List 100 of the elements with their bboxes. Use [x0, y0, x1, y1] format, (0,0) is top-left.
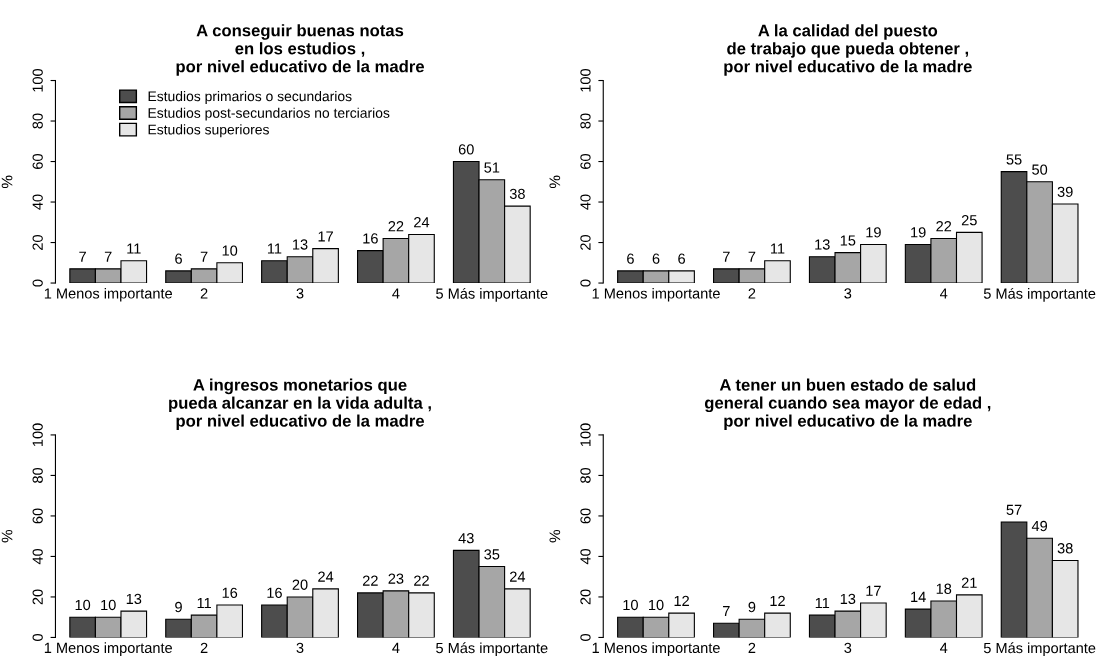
- legend-label: Estudios primarios o secundarios: [148, 91, 352, 104]
- data-label: 22: [362, 575, 378, 586]
- data-label: 22: [414, 575, 429, 586]
- y-tick-label: 100: [32, 68, 43, 92]
- x-tick-label: 3: [296, 288, 304, 299]
- y-tick-label: 40: [580, 194, 591, 210]
- data-label: 12: [674, 595, 689, 606]
- data-label: 11: [815, 597, 830, 608]
- data-label: 16: [363, 233, 378, 244]
- chart-title: A conseguir buenas notas en los estudios , por nivel educativo de la madre: [176, 24, 425, 76]
- data-label: 6: [678, 253, 685, 264]
- data-label: 18: [936, 583, 952, 594]
- data-label: 24: [318, 571, 334, 582]
- x-tick-label: 1 Menos importante: [592, 642, 720, 656]
- y-axis-title: %: [549, 529, 561, 543]
- data-label: 16: [222, 587, 238, 598]
- y-tick-label: 100: [580, 423, 591, 446]
- data-label: 22: [388, 221, 404, 232]
- y-tick-label: 40: [32, 194, 43, 210]
- data-label: 23: [388, 573, 404, 584]
- y-tick-label: 60: [32, 153, 43, 169]
- y-tick-label: 80: [32, 113, 43, 129]
- y-axis-title: %: [1, 529, 13, 543]
- data-label: 24: [414, 217, 430, 228]
- y-tick-label: 20: [580, 235, 591, 250]
- data-label: 13: [126, 593, 142, 605]
- x-tick-label: 4: [392, 642, 400, 653]
- x-tick-label: 5 Más importante: [436, 287, 548, 302]
- x-tick-label: 2: [748, 642, 756, 653]
- data-label: 55: [1006, 154, 1022, 165]
- data-label: 16: [267, 587, 282, 598]
- data-label: 13: [840, 593, 856, 605]
- y-tick-label: 0: [32, 633, 43, 641]
- x-tick-label: 4: [939, 642, 948, 653]
- data-label: 11: [197, 597, 211, 608]
- x-tick-label: 1 Menos importante: [44, 642, 172, 656]
- data-label: 39: [1057, 186, 1073, 198]
- data-label: 9: [748, 601, 756, 613]
- data-label: 14: [911, 591, 926, 602]
- data-label: 17: [318, 231, 333, 242]
- data-label: 7: [104, 251, 112, 262]
- x-tick-label: 1 Menos importante: [592, 287, 720, 302]
- data-label: 10: [649, 599, 664, 611]
- data-label: 6: [175, 253, 182, 264]
- data-label: 7: [723, 251, 730, 262]
- data-label: 24: [510, 571, 526, 582]
- data-label: 7: [79, 251, 86, 262]
- data-label: 50: [1032, 164, 1048, 175]
- data-label: 19: [911, 227, 926, 238]
- y-tick-label: 80: [580, 113, 591, 129]
- y-tick-label: 60: [580, 508, 591, 524]
- data-label: 49: [1031, 520, 1048, 532]
- data-label: 10: [623, 599, 638, 611]
- x-tick-label: 3: [296, 642, 304, 654]
- chart-title: A la calidad del puesto de trabajo que pueda obtener , por nivel educativo de la madre: [724, 24, 972, 76]
- data-label: 35: [484, 549, 500, 560]
- x-tick-label: 3: [844, 288, 852, 299]
- x-tick-label: 5 Más importante: [983, 642, 1096, 657]
- y-axis-title: %: [549, 175, 561, 189]
- data-label: 12: [770, 595, 785, 606]
- x-tick-label: 3: [844, 642, 852, 654]
- y-tick-label: 80: [32, 467, 43, 483]
- y-tick-label: 80: [580, 467, 591, 483]
- y-tick-label: 60: [580, 153, 591, 169]
- data-label: 13: [815, 239, 830, 250]
- y-tick-label: 0: [580, 279, 591, 287]
- data-label: 17: [866, 585, 881, 596]
- data-label: 10: [75, 599, 91, 611]
- data-label: 7: [723, 606, 730, 617]
- x-tick-label: 4: [939, 288, 948, 299]
- chart-title: A ingresos monetarios que pueda alcanzar en la vida adulta , por nivel educativo de la madre: [169, 378, 431, 431]
- y-tick-label: 20: [32, 235, 43, 250]
- y-tick-label: 20: [32, 589, 43, 605]
- data-label: 60: [458, 144, 474, 155]
- data-label: 9: [175, 601, 182, 613]
- data-label: 10: [222, 245, 238, 256]
- y-tick-label: 20: [580, 589, 591, 605]
- x-tick-label: 5 Más importante: [983, 287, 1096, 302]
- data-label: 6: [652, 253, 660, 264]
- y-tick-label: 100: [580, 68, 591, 92]
- data-label: 6: [627, 253, 634, 264]
- data-label: 21: [961, 577, 977, 588]
- legend-label: Estudios superiores: [148, 124, 269, 138]
- data-label: 19: [866, 227, 881, 238]
- data-label: 7: [200, 251, 208, 262]
- x-tick-label: 2: [200, 288, 208, 299]
- x-tick-label: 2: [200, 642, 208, 653]
- data-label: 25: [961, 215, 977, 226]
- data-label: 10: [101, 599, 116, 611]
- data-label: 13: [293, 239, 308, 250]
- data-label: 7: [748, 251, 756, 262]
- data-label: 11: [771, 243, 785, 254]
- data-label: 38: [1057, 543, 1073, 554]
- y-tick-label: 40: [580, 548, 591, 565]
- y-tick-label: 0: [32, 279, 43, 287]
- x-tick-label: 4: [392, 288, 400, 299]
- y-tick-label: 100: [32, 423, 43, 446]
- x-tick-label: 1 Menos importante: [44, 287, 172, 302]
- data-label: 51: [484, 162, 500, 173]
- data-label: 57: [1006, 504, 1022, 515]
